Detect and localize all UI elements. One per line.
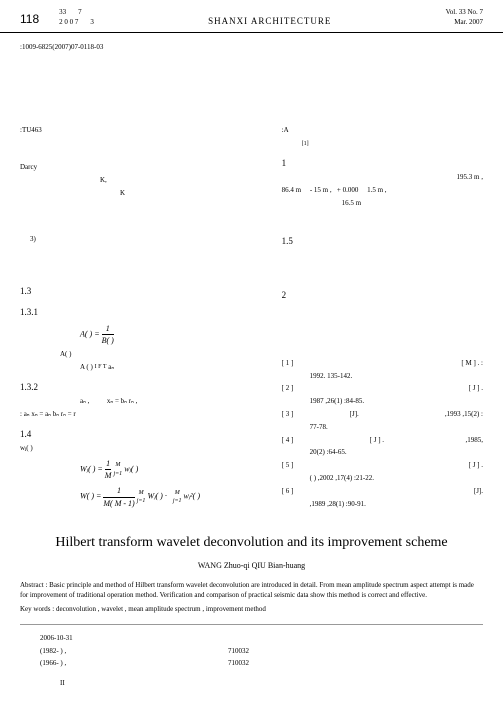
section-15: 1.5 — [282, 235, 483, 248]
section-132: 1.3.2 — [20, 381, 262, 394]
ref-2-year: 1987 ,26(1) :84-85. — [310, 397, 483, 407]
formula-wj2: Wⱼ( ) = 1 M M j=1 wⱼ( ) — [80, 458, 262, 481]
ref-1: [ 1 ] [ M ] . : — [282, 359, 483, 369]
section-1: 1 — [282, 157, 483, 170]
vol-num: 33 — [59, 8, 66, 18]
header-left: 118 33 7 2 0 0 7 3 — [20, 8, 94, 28]
footer-author2: (1966- ) , 710032 — [40, 659, 483, 669]
section-2: 2 — [282, 289, 483, 302]
ref-4: [ 4 ] [ J ] . ,1985, — [282, 436, 483, 446]
volume-block: 33 7 2 0 0 7 3 — [59, 8, 94, 28]
page-content: :1009-6825(2007)07-0118-03 :TU463 Darcy … — [0, 33, 503, 699]
code-a: :A — [282, 126, 289, 136]
section-13: 1.3 — [20, 285, 262, 298]
abstract: Abstract : Basic principle and method of… — [20, 580, 483, 601]
vol-text: Vol. 33 No. 7 — [446, 8, 483, 18]
ref-6-year: ,1989 ,28(1) :90-91. — [310, 500, 483, 510]
formula-xn: aₙ , xₙ = bₙ rₙ , — [80, 397, 262, 407]
formula-a1: A( ) = 1 B( ) — [80, 323, 262, 346]
ref-1-year: 1992. 135-142. — [310, 372, 483, 382]
english-title: Hilbert transform wavelet deconvolution … — [20, 533, 483, 553]
keywords: Key words : deconvolution , wavelet , me… — [20, 605, 483, 615]
authors: WANG Zhuo-qi QIU Bian-huang — [20, 560, 483, 571]
year: 2 0 0 7 — [59, 18, 78, 28]
page-header: 118 33 7 2 0 0 7 3 SHANXI ARCHITECTURE V… — [0, 0, 503, 33]
date-text: Mar. 2007 — [446, 18, 483, 28]
footer: 2006-10-31 (1982- ) , 710032 (1966- ) , … — [20, 624, 483, 688]
ref-3-pages: 77-78. — [310, 423, 483, 433]
month: 3 — [90, 18, 94, 28]
ref-3: [ 3 ] [J]. ,1993 ,15(2) : — [282, 410, 483, 420]
ref-5-year: ( ) ,2002 ,17(4) :21-22. — [310, 474, 483, 484]
issue-num: 7 — [78, 8, 82, 18]
k-label: K, — [100, 176, 262, 186]
dist-other: 16.5 m — [342, 199, 483, 209]
formula-conv: : aₙ xₙ = aₙ bₙ rₙ = r — [20, 410, 262, 420]
doi: :1009-6825(2007)07-0118-03 — [20, 43, 483, 53]
section-14: 1.4 — [20, 428, 262, 441]
ref-2: [ 2 ] [ J ] . — [282, 384, 483, 394]
distances: 86.4 m - 15 m , + 0.000 1.5 m , — [282, 186, 483, 196]
formula-wj: wⱼ( ) — [20, 444, 262, 454]
ref-4-pages: 20(2) :64-65. — [310, 448, 483, 458]
formula-a3: A ( ) I F T aₙ — [80, 363, 262, 373]
k-label2: K — [120, 189, 262, 199]
header-right: Vol. 33 No. 7 Mar. 2007 — [446, 8, 483, 28]
footer-last: II — [60, 679, 483, 689]
note-3: 3) — [30, 235, 262, 245]
page-number: 118 — [20, 11, 39, 28]
journal-name: SHANXI ARCHITECTURE — [208, 15, 331, 28]
formula-a2: A( ) — [60, 350, 262, 360]
footer-author1: (1982- ) , 710032 — [40, 647, 483, 657]
tu-code: :TU463 — [20, 126, 42, 136]
ref-6: [ 6 ] [J]. — [282, 487, 483, 497]
section-131: 1.3.1 — [20, 306, 262, 319]
formula-wfinal: W( ) = 1 M( M - 1) M j=1 Wⱼ( ) · M j=1 w… — [80, 485, 262, 508]
left-column: :TU463 Darcy K, K 3) 1.3 1.3.1 A( ) = 1 … — [20, 82, 262, 512]
dist-long: 195.3 m , — [282, 173, 483, 183]
ref-5: [ 5 ] [ J ] . — [282, 461, 483, 471]
footer-date: 2006-10-31 — [40, 634, 483, 644]
darcy-label: Darcy — [20, 163, 262, 173]
right-column: :A [1] 1 195.3 m , 86.4 m - 15 m , + 0.0… — [282, 82, 483, 512]
